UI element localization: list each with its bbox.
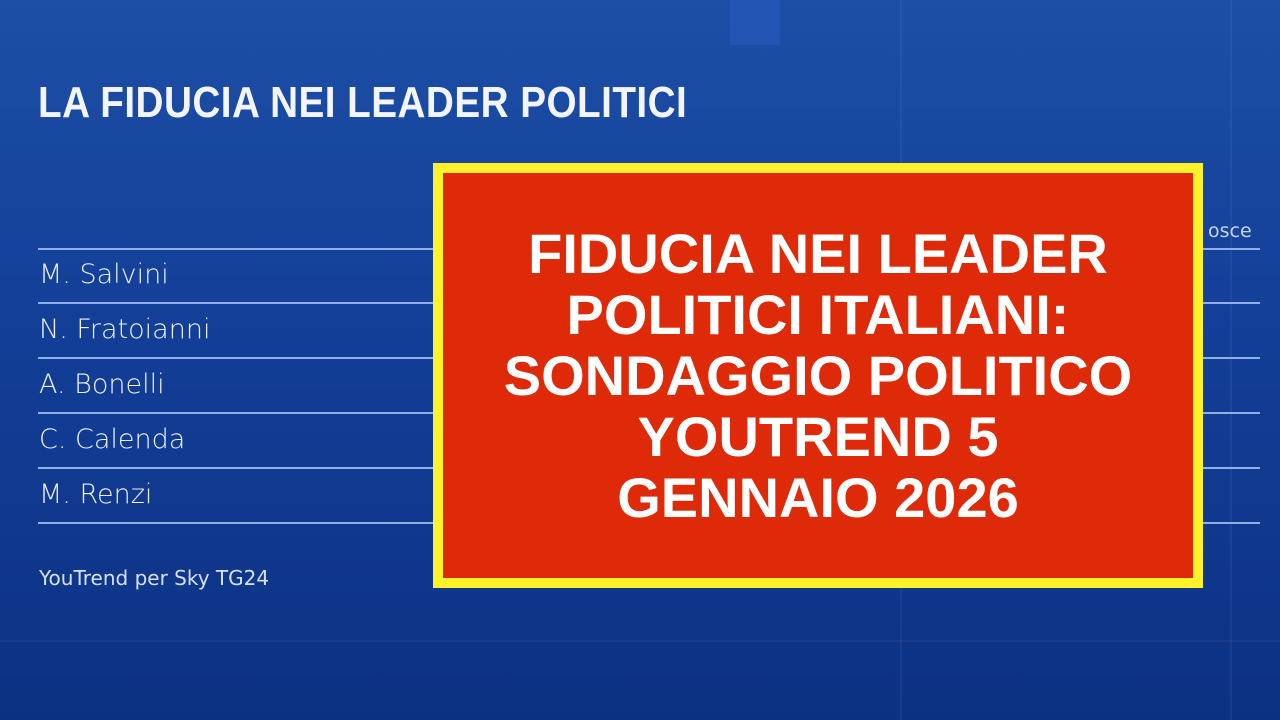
background-grid-line [0,640,1280,642]
page-title: LA FIDUCIA NEI LEADER POLITICI [38,78,688,127]
background-grid-line [1230,0,1232,720]
leader-name: A. Bonelli [39,369,165,400]
headline-text: FIDUCIA NEI LEADER POLITICI ITALIANI: SO… [503,222,1133,529]
leader-name: N. Fratoianni [39,314,211,345]
source-credit: YouTrend per Sky TG24 [39,566,270,590]
headline-overlay: FIDUCIA NEI LEADER POLITICI ITALIANI: SO… [433,163,1203,588]
background-block [730,0,780,45]
leader-name: M. Renzi [39,479,153,510]
leader-name: C. Calenda [39,424,186,455]
column-header: osce [1208,220,1252,242]
leader-name: M. Salvini [39,259,169,290]
